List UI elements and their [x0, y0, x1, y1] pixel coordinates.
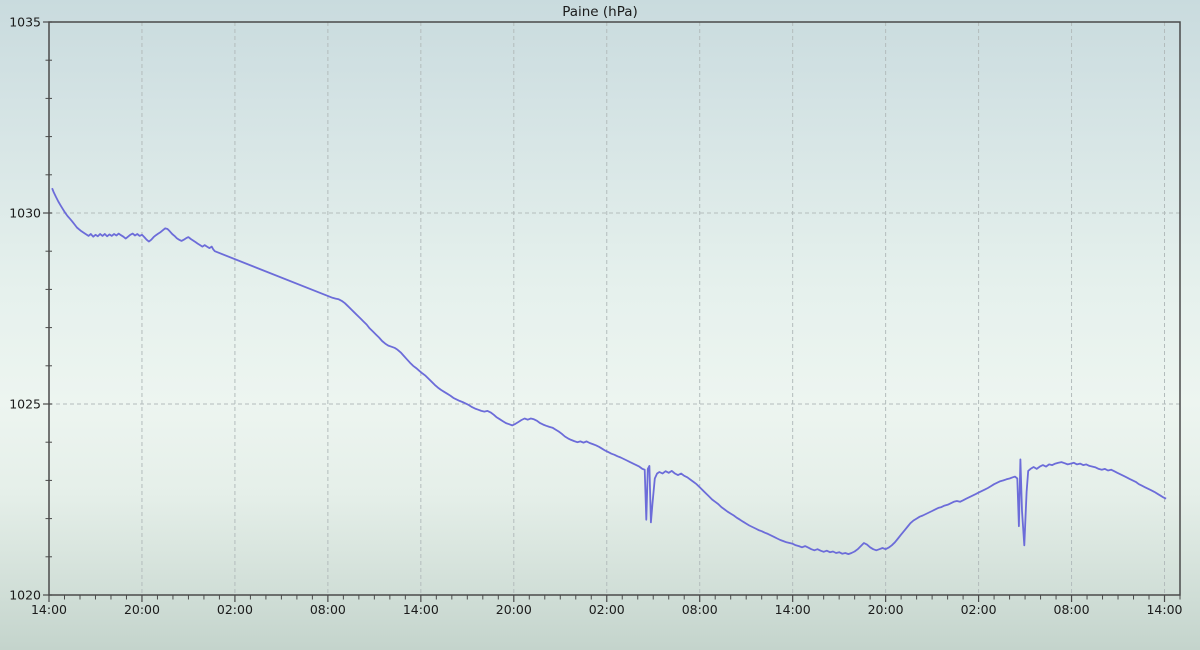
major-ticks [43, 21, 1166, 602]
pressure-line [51, 187, 1167, 555]
x-tick-label: 14:00 [1146, 602, 1182, 617]
x-tick-label: 20:00 [124, 602, 160, 617]
plot-border [48, 21, 1181, 596]
y-axis-labels: 1020 1025 1030 1035 [9, 14, 41, 602]
x-tick-label: 02:00 [217, 602, 253, 617]
x-tick-label: 20:00 [496, 602, 532, 617]
y-tick-label: 1035 [9, 14, 41, 29]
x-tick-label: 08:00 [1054, 602, 1090, 617]
x-tick-label: 20:00 [868, 602, 904, 617]
x-tick-label: 14:00 [31, 602, 67, 617]
x-tick-label: 08:00 [310, 602, 346, 617]
y-tick-label: 1025 [9, 396, 41, 411]
x-tick-label: 02:00 [589, 602, 625, 617]
x-tick-label: 14:00 [775, 602, 811, 617]
x-tick-label: 02:00 [961, 602, 997, 617]
gridlines [49, 22, 1180, 595]
y-tick-label: 1020 [9, 587, 41, 602]
x-axis-labels: 14:00 20:00 02:00 08:00 14:00 20:00 02:00 08:00… [31, 602, 1183, 617]
x-tick-label: 14:00 [403, 602, 439, 617]
chart-title: Paine (hPa) [562, 4, 638, 20]
y-tick-label: 1030 [9, 205, 41, 220]
x-tick-label: 08:00 [682, 602, 718, 617]
